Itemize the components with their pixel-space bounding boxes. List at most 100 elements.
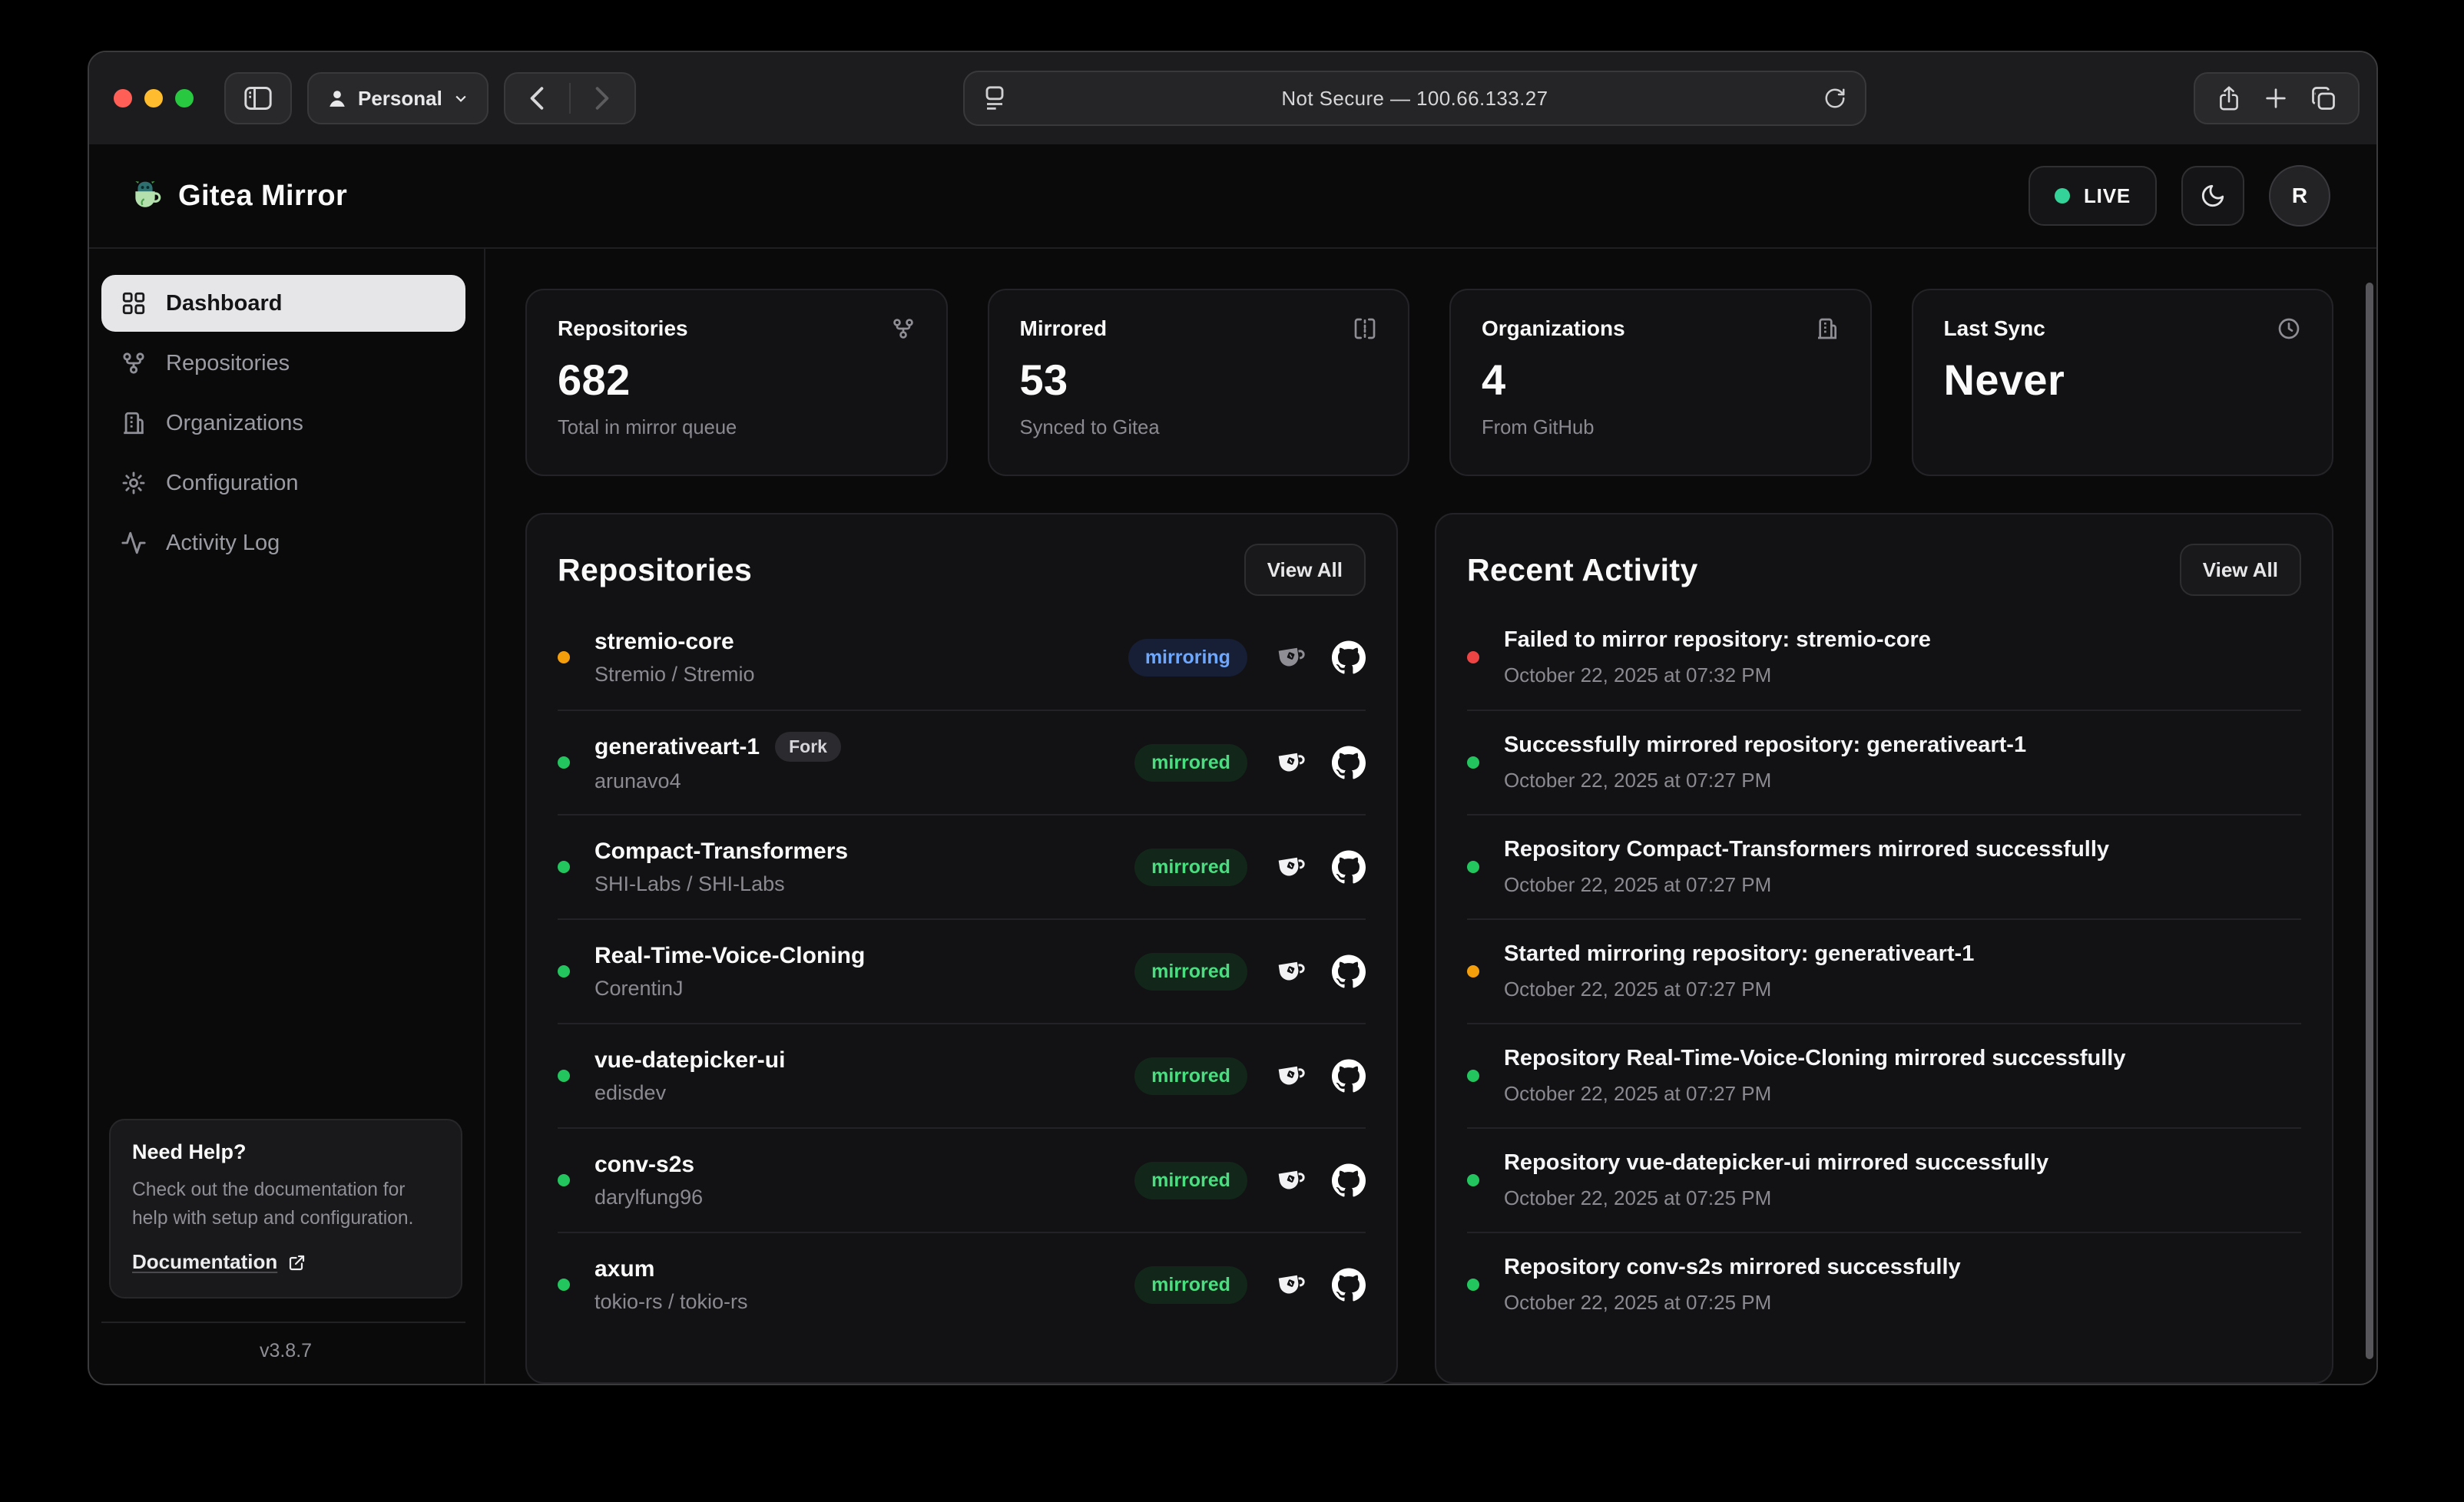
github-icon[interactable] <box>1331 640 1366 674</box>
toolbar-right-group <box>2194 72 2360 124</box>
activity-item[interactable]: Started mirroring repository: generative… <box>1466 918 2301 1023</box>
stat-value: 4 <box>1482 356 1506 404</box>
gitea-logo-icon <box>128 178 163 213</box>
page-settings-icon[interactable] <box>983 85 1006 111</box>
gitea-cup-icon[interactable] <box>1273 955 1306 988</box>
repository-row[interactable]: stremio-core Stremio / Stremio mirroring <box>558 605 1366 710</box>
stat-label: Repositories <box>558 316 688 340</box>
sidebar-bottom: Need Help? Check out the documentation f… <box>101 1119 465 1384</box>
sidebar-item-dashboard[interactable]: Dashboard <box>101 275 465 332</box>
activity-status-dot-icon <box>1466 861 1479 873</box>
repo-name: axum <box>594 1256 655 1282</box>
sidebar-item-label: Activity Log <box>166 530 280 555</box>
stats-row: Repositories 682 Total in mirror queue <box>525 289 2333 476</box>
repositories-view-all-button[interactable]: View All <box>1244 544 1366 596</box>
github-icon[interactable] <box>1331 746 1366 779</box>
sidebar-item-configuration[interactable]: Configuration <box>101 455 465 511</box>
repo-status-dot-icon <box>558 1279 570 1291</box>
repo-name: vue-datepicker-ui <box>594 1047 786 1073</box>
activity-status-dot-icon <box>1466 756 1479 769</box>
github-icon[interactable] <box>1331 1268 1366 1302</box>
stat-subtitle: Synced to Gitea <box>1019 417 1160 438</box>
brand[interactable]: Gitea Mirror <box>128 178 347 213</box>
gear-icon <box>120 470 147 496</box>
stat-value: 53 <box>1019 356 1068 404</box>
activity-view-all-button[interactable]: View All <box>2179 544 2301 596</box>
activity-item[interactable]: Failed to mirror repository: stremio-cor… <box>1466 605 2301 710</box>
toolbar-sidebar-toggle-button[interactable] <box>224 72 292 124</box>
zoom-window-button[interactable] <box>175 89 194 108</box>
documentation-link[interactable]: Documentation <box>132 1250 439 1274</box>
app-version: v3.8.7 <box>259 1340 313 1361</box>
sidebar-item-organizations[interactable]: Organizations <box>101 395 465 452</box>
github-icon[interactable] <box>1331 850 1366 884</box>
sidebar-divider <box>101 1322 465 1323</box>
github-icon[interactable] <box>1331 1059 1366 1093</box>
clock-icon <box>2277 316 2301 341</box>
new-tab-icon[interactable] <box>2263 85 2289 111</box>
address-bar[interactable]: Not Secure — 100.66.133.27 <box>962 71 1866 126</box>
sidebar-item-label: Organizations <box>166 410 303 435</box>
repo-status-badge: mirrored <box>1134 1265 1247 1304</box>
tab-overview-icon[interactable] <box>2310 84 2337 112</box>
live-status-badge[interactable]: LIVE <box>2028 166 2157 226</box>
activity-item[interactable]: Successfully mirrored repository: genera… <box>1466 710 2301 814</box>
activity-timestamp: October 22, 2025 at 07:27 PM <box>1503 769 1772 792</box>
gitea-cup-icon[interactable] <box>1273 851 1306 883</box>
repository-row[interactable]: axum tokio-rs / tokio-rs mirrored <box>558 1232 1366 1336</box>
repo-name: Real-Time-Voice-Cloning <box>594 942 866 968</box>
page-scrollbar[interactable] <box>2366 283 2373 1359</box>
back-button[interactable] <box>505 74 569 123</box>
activity-icon <box>120 530 147 556</box>
sidebar-item-activity-log[interactable]: Activity Log <box>101 514 465 571</box>
repo-status-badge: mirrored <box>1134 952 1247 991</box>
app-title: Gitea Mirror <box>178 179 348 212</box>
share-icon[interactable] <box>2216 84 2242 113</box>
activity-item[interactable]: Repository Real-Time-Voice-Cloning mirro… <box>1466 1023 2301 1127</box>
repo-owner: edisdev <box>594 1080 667 1104</box>
repository-row[interactable]: generativeart-1 Fork arunavo4 mirrored <box>558 710 1366 814</box>
header-actions: LIVE R <box>2028 165 2330 227</box>
recent-activity-panel: Recent Activity View All Failed to mirro… <box>1434 513 2333 1384</box>
repository-row[interactable]: Compact-Transformers SHI-Labs / SHI-Labs… <box>558 814 1366 918</box>
repo-status-badge: mirrored <box>1134 743 1247 782</box>
traffic-lights <box>114 89 194 108</box>
gitea-cup-icon[interactable] <box>1273 1164 1306 1196</box>
app-header: Gitea Mirror LIVE <box>89 144 2376 249</box>
gitea-cup-icon[interactable] <box>1273 1060 1306 1092</box>
profile-switcher-button[interactable]: Personal <box>307 72 488 124</box>
person-icon <box>327 88 347 108</box>
user-avatar[interactable]: R <box>2269 165 2330 227</box>
theme-toggle-button[interactable] <box>2181 166 2244 226</box>
sidebar: Dashboard Repositories <box>89 249 485 1384</box>
browser-window: Personal <box>88 51 2378 1385</box>
repo-owner: CorentinJ <box>594 976 684 1000</box>
stat-subtitle: From GitHub <box>1482 417 1595 438</box>
repository-row[interactable]: conv-s2s darylfung96 mirrored <box>558 1127 1366 1232</box>
gitea-cup-icon[interactable] <box>1273 746 1306 779</box>
github-icon[interactable] <box>1331 1163 1366 1197</box>
forward-button[interactable] <box>571 74 634 123</box>
repositories-panel-title: Repositories <box>558 551 753 587</box>
reload-icon[interactable] <box>1823 87 1846 110</box>
activity-item[interactable]: Repository conv-s2s mirrored successfull… <box>1466 1232 2301 1336</box>
activity-text: Failed to mirror repository: stremio-cor… <box>1503 627 1931 652</box>
gitea-cup-icon[interactable] <box>1273 1269 1306 1301</box>
minimize-window-button[interactable] <box>144 89 163 108</box>
github-icon[interactable] <box>1331 954 1366 988</box>
activity-item[interactable]: Repository vue-datepicker-ui mirrored su… <box>1466 1127 2301 1232</box>
repo-status-badge: mirrored <box>1134 848 1247 886</box>
activity-timestamp: October 22, 2025 at 07:32 PM <box>1503 663 1772 686</box>
activity-item[interactable]: Repository Compact-Transformers mirrored… <box>1466 814 2301 918</box>
gitea-cup-icon[interactable] <box>1273 641 1306 673</box>
stat-label: Mirrored <box>1019 316 1108 340</box>
repository-row[interactable]: vue-datepicker-ui edisdev mirrored <box>558 1023 1366 1127</box>
repository-row[interactable]: Real-Time-Voice-Cloning CorentinJ mirror… <box>558 918 1366 1023</box>
repo-name: Compact-Transformers <box>594 838 849 864</box>
repo-owner: tokio-rs / tokio-rs <box>594 1289 748 1313</box>
sidebar-item-repositories[interactable]: Repositories <box>101 335 465 392</box>
close-window-button[interactable] <box>114 89 132 108</box>
help-title: Need Help? <box>132 1140 247 1164</box>
repo-owner: Stremio / Stremio <box>594 662 755 686</box>
